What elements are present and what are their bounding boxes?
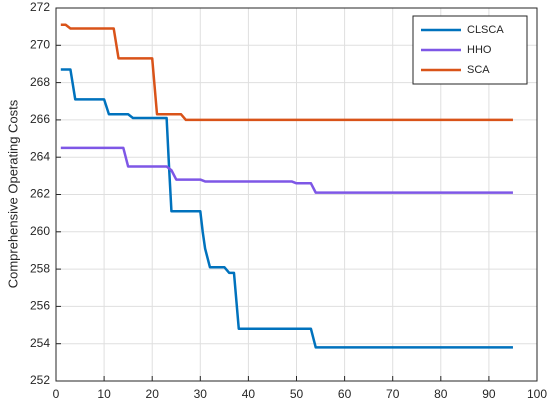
x-tick-label: 100 [527, 387, 547, 401]
y-tick-label: 266 [30, 112, 50, 126]
series-line [60, 23, 513, 122]
y-axis-label: Comprehensive Operating Costs [5, 99, 20, 288]
y-tick-label: 252 [30, 373, 50, 387]
x-tick-label: 50 [290, 387, 304, 401]
legend-label: SCA [467, 64, 490, 76]
x-tick-label: 20 [146, 387, 160, 401]
x-tick-label: 40 [242, 387, 256, 401]
y-tick-label: 272 [30, 0, 50, 14]
x-tick-label: 0 [53, 387, 60, 401]
y-tick-label: 260 [30, 224, 50, 238]
legend: CLSCA HHO SCA [412, 15, 528, 85]
x-tick-label: 80 [434, 387, 448, 401]
y-tick-label: 258 [30, 261, 50, 275]
x-tick-label: 10 [97, 387, 111, 401]
legend-label: HHO [467, 44, 492, 56]
y-tick-label: 270 [30, 37, 50, 51]
plot-frame [55, 7, 538, 382]
y-tick-label: 264 [30, 149, 50, 163]
y-tick-label: 262 [30, 187, 50, 201]
y-tick-label: 256 [30, 299, 50, 313]
x-tick-label: 60 [338, 387, 352, 401]
y-tick-label: 268 [30, 75, 50, 89]
x-tick-label: 30 [194, 387, 208, 401]
y-tick-label: 254 [30, 336, 50, 350]
series-line [60, 146, 513, 194]
legend-label: CLSCA [467, 24, 504, 36]
x-tick-label: 90 [482, 387, 496, 401]
x-tick-label: 70 [386, 387, 400, 401]
series-line [60, 68, 513, 349]
